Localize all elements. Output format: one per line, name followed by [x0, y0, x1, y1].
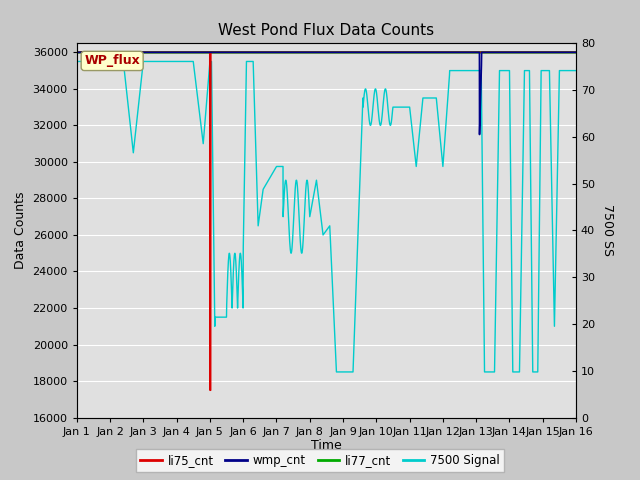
X-axis label: Time: Time [311, 439, 342, 453]
Text: WP_flux: WP_flux [84, 54, 140, 67]
Y-axis label: Data Counts: Data Counts [14, 192, 27, 269]
Legend: li75_cnt, wmp_cnt, li77_cnt, 7500 Signal: li75_cnt, wmp_cnt, li77_cnt, 7500 Signal [136, 449, 504, 472]
Y-axis label: 7500 SS: 7500 SS [602, 204, 614, 256]
Title: West Pond Flux Data Counts: West Pond Flux Data Counts [218, 23, 435, 38]
